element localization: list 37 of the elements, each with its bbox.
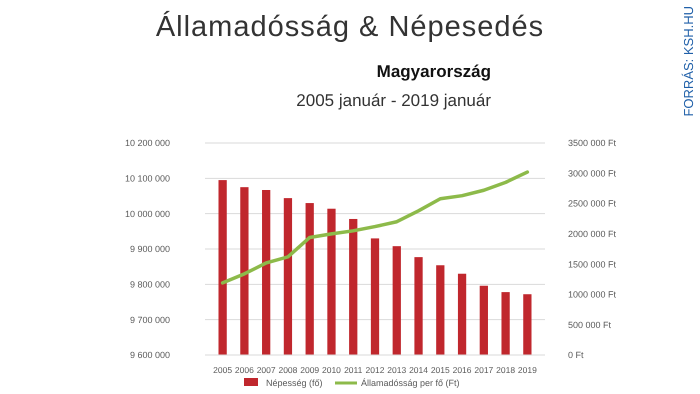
y-tick-label: 9 600 000 xyxy=(130,350,170,360)
x-tick-label: 2008 xyxy=(278,365,298,375)
x-tick-label: 2009 xyxy=(300,365,320,375)
x-tick-label: 2005 xyxy=(213,365,232,375)
x-tick-label: 2019 xyxy=(518,365,538,375)
x-tick-label: 2011 xyxy=(344,365,363,375)
y2-tick-label: 1500 000 Ft xyxy=(568,259,617,270)
y-tick-label: 10 000 000 xyxy=(124,208,170,219)
x-tick-label: 2010 xyxy=(322,365,342,375)
y2-tick-label: 2500 000 Ft xyxy=(568,198,617,209)
y2-tick-label: 3000 000 Ft xyxy=(568,168,617,178)
y-tick-label: 10 200 000 xyxy=(124,138,170,148)
x-tick-label: 2014 xyxy=(409,365,428,375)
x-tick-label: 2015 xyxy=(430,365,450,375)
legend-label: Államadósság per fő (Ft) xyxy=(361,378,460,388)
legend-label: Népesség (fő) xyxy=(266,378,323,388)
x-tick-label: 2013 xyxy=(387,365,406,375)
x-tick-label: 2018 xyxy=(496,365,516,375)
y-tick-label: 9 900 000 xyxy=(130,244,170,254)
y-tick-label: 9 800 000 xyxy=(130,279,170,290)
y-tick-label: 10 100 000 xyxy=(124,173,170,184)
y2-tick-label: 500 000 Ft xyxy=(568,320,612,330)
y2-tick-label: 3500 000 Ft xyxy=(568,138,617,148)
text: FORRÁS: KSH.HU xyxy=(681,6,696,117)
x-tick-label: 2012 xyxy=(366,365,385,375)
x-tick-label: 2006 xyxy=(234,365,254,375)
line-series xyxy=(220,170,530,285)
y2-tick-label: 2000 000 Ft xyxy=(568,229,617,240)
y2-tick-label: 1000 000 Ft xyxy=(568,290,617,300)
chart-title: Államadósság & Népesedés xyxy=(156,10,544,43)
x-tick-label: 2017 xyxy=(474,365,494,375)
text: 2005 január - 2019 január xyxy=(296,91,492,110)
x-tick-label: 2016 xyxy=(452,365,472,375)
y-tick-label: 9 700 000 xyxy=(130,314,170,325)
y2-tick-label: 0 Ft xyxy=(568,350,584,360)
chart-subtitle: Magyarország xyxy=(376,62,491,81)
x-tick-label: 2007 xyxy=(256,365,276,375)
